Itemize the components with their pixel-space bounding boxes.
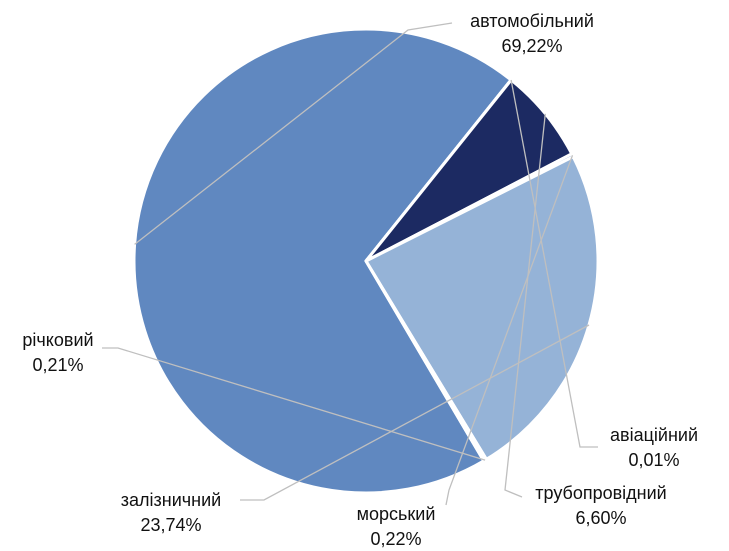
svg-text:0,21%: 0,21% [32, 355, 83, 375]
slice-label-truboprovidnyi: трубопровідний [535, 483, 666, 503]
slice-label-zaliznychnyi: залізничний [121, 490, 221, 510]
svg-text:річковий: річковий [22, 330, 93, 350]
slice-value-zaliznychnyi: 23,74% [140, 515, 201, 535]
svg-text:залізничний: залізничний [121, 490, 221, 510]
leader-line-aviatsiinyi [510, 79, 598, 448]
svg-text:6,60%: 6,60% [575, 508, 626, 528]
slice-value-avtomobilnyi: 69,22% [501, 36, 562, 56]
slice-value-aviatsiinyi: 0,01% [628, 450, 679, 470]
svg-text:авіаційний: авіаційний [610, 425, 698, 445]
slice-value-truboprovidnyi: 6,60% [575, 508, 626, 528]
leader-line-richkovyi [102, 347, 486, 461]
slice-label-richkovyi: річковий [22, 330, 93, 350]
pie-slice-avtomobilnyi [132, 27, 513, 495]
leader-line-morskyi [445, 155, 574, 506]
svg-text:0,01%: 0,01% [628, 450, 679, 470]
leader-line-truboprovidnyi [504, 113, 546, 498]
svg-text:трубопровідний: трубопровідний [535, 483, 666, 503]
svg-text:69,22%: 69,22% [501, 36, 562, 56]
leader-line-zaliznychnyi [240, 324, 590, 501]
svg-text:0,22%: 0,22% [370, 529, 421, 549]
svg-text:автомобільний: автомобільний [470, 11, 594, 31]
leader-line-avtomobilnyi [134, 22, 453, 245]
slice-value-richkovyi: 0,21% [32, 355, 83, 375]
svg-text:23,74%: 23,74% [140, 515, 201, 535]
slice-label-avtomobilnyi: автомобільний [470, 11, 594, 31]
slice-label-aviatsiinyi: авіаційний [610, 425, 698, 445]
slice-value-morskyi: 0,22% [370, 529, 421, 549]
slice-label-morskyi: морський [357, 504, 436, 524]
leader-lines [102, 22, 598, 506]
svg-text:морський: морський [357, 504, 436, 524]
